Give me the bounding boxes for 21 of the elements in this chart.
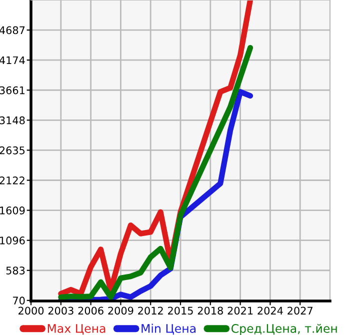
x-tick-label: 2006 [78,306,104,315]
y-tick-label: 2122 [0,176,24,184]
x-tick-label: 2009 [108,306,134,315]
legend-label: Сред.Цена, т.йен [231,324,337,335]
x-tick-label: 2027 [288,306,312,315]
y-tick-label: 1609 [0,206,25,214]
y-tick-label: 70 [13,296,25,305]
y-tick-label: 1096 [0,236,25,244]
x-tick-label: 2003 [48,306,74,315]
x-tick-label: 2012 [138,306,163,315]
y-tick-label: 3661 [0,86,24,94]
x-tick-label: 2021 [228,306,253,315]
x-tick-label: 2018 [198,306,223,315]
x-tick-label: 2000 [18,306,44,315]
y-tick-label: 3148 [0,116,25,124]
y-tick-label: 2635 [0,146,25,154]
legend-label: Min Цена [142,324,196,335]
y-tick-label: 583 [6,266,25,274]
legend-label: Max Цена [48,324,106,335]
x-tick-label: 2015 [168,306,193,315]
x-tick-label: 2024 [258,306,283,315]
